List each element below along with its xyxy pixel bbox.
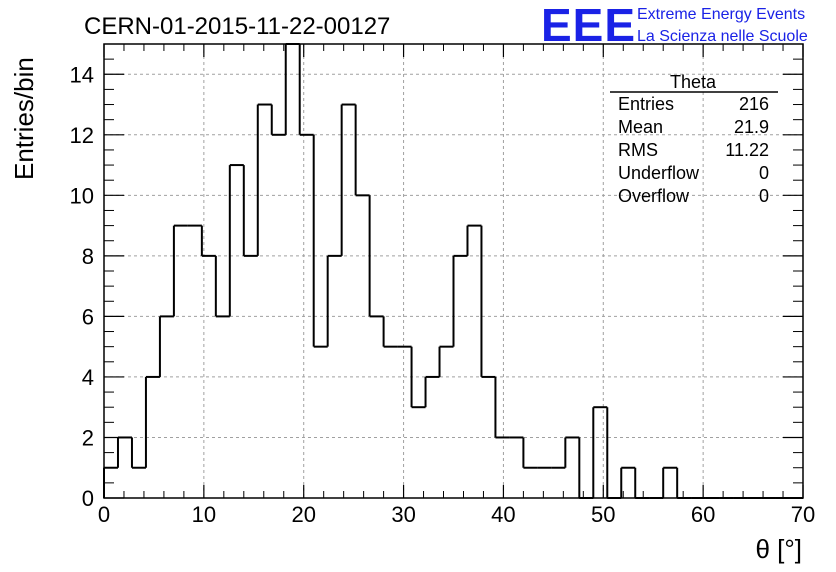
x-tick-labels: 0 10 20 30 40 50 60 70 [98, 502, 815, 527]
stats-name: Theta [670, 72, 717, 92]
grid [104, 44, 803, 498]
stats-box: Theta Entries 216 Mean 21.9 RMS 11.22 Underflo… [610, 72, 778, 206]
y-tick-label: 6 [82, 304, 94, 329]
stats-value: 0 [759, 163, 769, 183]
y-tick-label: 8 [82, 244, 94, 269]
y-tick-labels: 0 2 4 6 8 10 12 14 [70, 62, 94, 511]
eee-logo-line2: La Scienza nelle Scuole [637, 28, 808, 45]
x-axis-title: θ [°] [755, 534, 802, 564]
x-tick-label: 50 [591, 502, 615, 527]
y-tick-label: 2 [82, 425, 94, 450]
stats-label: Overflow [618, 186, 690, 206]
y-axis-title: Entries/bin [9, 57, 39, 180]
run-title: CERN-01-2015-11-22-00127 [84, 13, 390, 40]
x-tick-label: 70 [791, 502, 815, 527]
stats-label: Underflow [618, 163, 700, 183]
x-tick-label: 60 [691, 502, 715, 527]
stats-value: 11.22 [725, 140, 769, 160]
y-tick-label: 4 [82, 365, 94, 390]
y-tick-label: 10 [70, 183, 94, 208]
stats-label: Entries [618, 94, 674, 114]
eee-logo-line1: Extreme Energy Events [637, 6, 805, 23]
stats-value: 0 [759, 186, 769, 206]
x-tick-label: 30 [391, 502, 415, 527]
stats-rows: Entries 216 Mean 21.9 RMS 11.22 Underflow 0 Over… [618, 94, 769, 206]
eee-logo: EEE Extreme Energy Events La Scienza nel… [541, 0, 808, 51]
x-tick-label: 0 [98, 502, 110, 527]
histogram-bars [103, 43, 803, 499]
x-tick-label: 40 [491, 502, 515, 527]
x-tick-label: 10 [192, 502, 216, 527]
y-tick-label: 14 [70, 62, 94, 87]
y-tick-label: 0 [82, 486, 94, 511]
stats-value: 21.9 [734, 117, 769, 137]
axis-ticks [103, 44, 804, 499]
eee-logo-text: EEE [541, 0, 636, 51]
stats-value: 216 [739, 94, 769, 114]
stats-label: Mean [618, 117, 663, 137]
x-tick-label: 20 [291, 502, 315, 527]
y-tick-label: 12 [70, 123, 94, 148]
stats-label: RMS [618, 140, 658, 160]
